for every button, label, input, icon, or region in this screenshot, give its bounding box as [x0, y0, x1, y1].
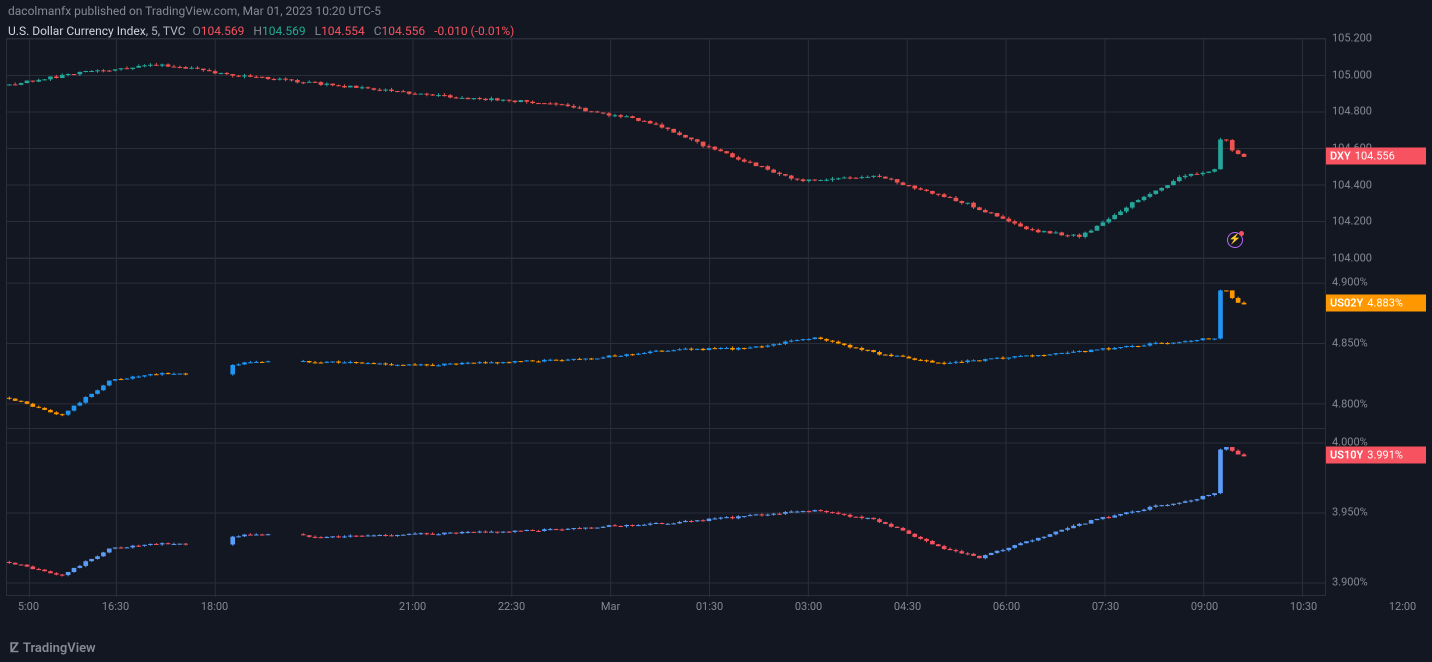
- source: TVC: [163, 24, 186, 38]
- publish-header: dacolmanfx published on TradingView.com,…: [0, 0, 1432, 22]
- price-tag-value: 104.556: [1355, 150, 1395, 163]
- o-value: 104.569: [201, 24, 245, 38]
- y-tick-label: 104.000: [1332, 252, 1372, 265]
- price-tag-us10y: US10Y 3.991%: [1326, 446, 1426, 463]
- interval: 5: [151, 24, 158, 38]
- price-tag-value: 3.991%: [1367, 448, 1403, 461]
- x-tick-label: 03:00: [795, 600, 822, 613]
- brand-text: TradingView: [23, 641, 96, 656]
- change-value: -0.010 (-0.01%): [434, 24, 514, 38]
- tradingview-icon: ⵇ: [10, 641, 19, 656]
- h-value: 104.569: [262, 24, 306, 38]
- price-tag-symbol: US10Y: [1330, 448, 1363, 461]
- price-tag-us02y: US02Y 4.883%: [1326, 294, 1426, 311]
- y-tick-label: 3.950%: [1332, 506, 1368, 519]
- price-tag-symbol: US02Y: [1330, 296, 1363, 309]
- footer-brand: ⵇ TradingView: [10, 641, 96, 656]
- y-tick-label: 104.800: [1332, 105, 1372, 118]
- x-tick-label: 21:00: [399, 600, 426, 613]
- x-tick-label: 18:00: [201, 600, 228, 613]
- x-tick-label: 06:00: [993, 600, 1020, 613]
- symbol-name: U.S. Dollar Currency Index: [8, 24, 146, 38]
- x-tick-label: Mar: [601, 600, 620, 613]
- y-tick-label: 104.200: [1332, 215, 1372, 228]
- l-value: 104.554: [321, 24, 365, 38]
- x-tick-label: 16:30: [102, 600, 129, 613]
- panel-us10y[interactable]: [7, 429, 1325, 597]
- panel-us02y[interactable]: [7, 259, 1325, 429]
- x-tick-label: 07:30: [1092, 600, 1119, 613]
- x-tick-label: 12:00: [1389, 600, 1416, 613]
- y-tick-label: 105.200: [1332, 32, 1372, 45]
- price-tag-dxy: DXY 104.556: [1326, 148, 1426, 165]
- x-axis: 5:00 16:30 18:00 21:00 22:30 Mar 01:30 03:00 04:…: [6, 598, 1326, 618]
- y-axis: 104.000104.200104.400104.600104.800105.0…: [1326, 38, 1426, 596]
- x-tick-label: 10:30: [1290, 600, 1317, 613]
- lightning-icon[interactable]: ⚡: [1227, 232, 1243, 248]
- y-tick-label: 4.900%: [1332, 276, 1368, 289]
- y-tick-label: 4.800%: [1332, 397, 1368, 410]
- y-tick-label: 4.850%: [1332, 337, 1368, 350]
- chart-panels[interactable]: [6, 38, 1326, 596]
- c-value: 104.556: [382, 24, 426, 38]
- y-tick-label: 104.400: [1332, 178, 1372, 191]
- x-tick-label: 09:00: [1191, 600, 1218, 613]
- x-tick-label: 01:30: [696, 600, 723, 613]
- h-label: H: [253, 24, 262, 38]
- x-tick-label: 22:30: [498, 600, 525, 613]
- y-tick-label: 105.000: [1332, 68, 1372, 81]
- o-label: O: [193, 24, 201, 38]
- price-tag-value: 4.883%: [1367, 296, 1403, 309]
- price-tag-symbol: DXY: [1330, 150, 1351, 163]
- c-label: C: [374, 24, 382, 38]
- panel-dxy[interactable]: [7, 39, 1325, 259]
- y-tick-label: 3.900%: [1332, 576, 1368, 589]
- x-tick-label: 5:00: [18, 600, 39, 613]
- x-tick-label: 04:30: [894, 600, 921, 613]
- publish-text: dacolmanfx published on TradingView.com,…: [8, 4, 381, 18]
